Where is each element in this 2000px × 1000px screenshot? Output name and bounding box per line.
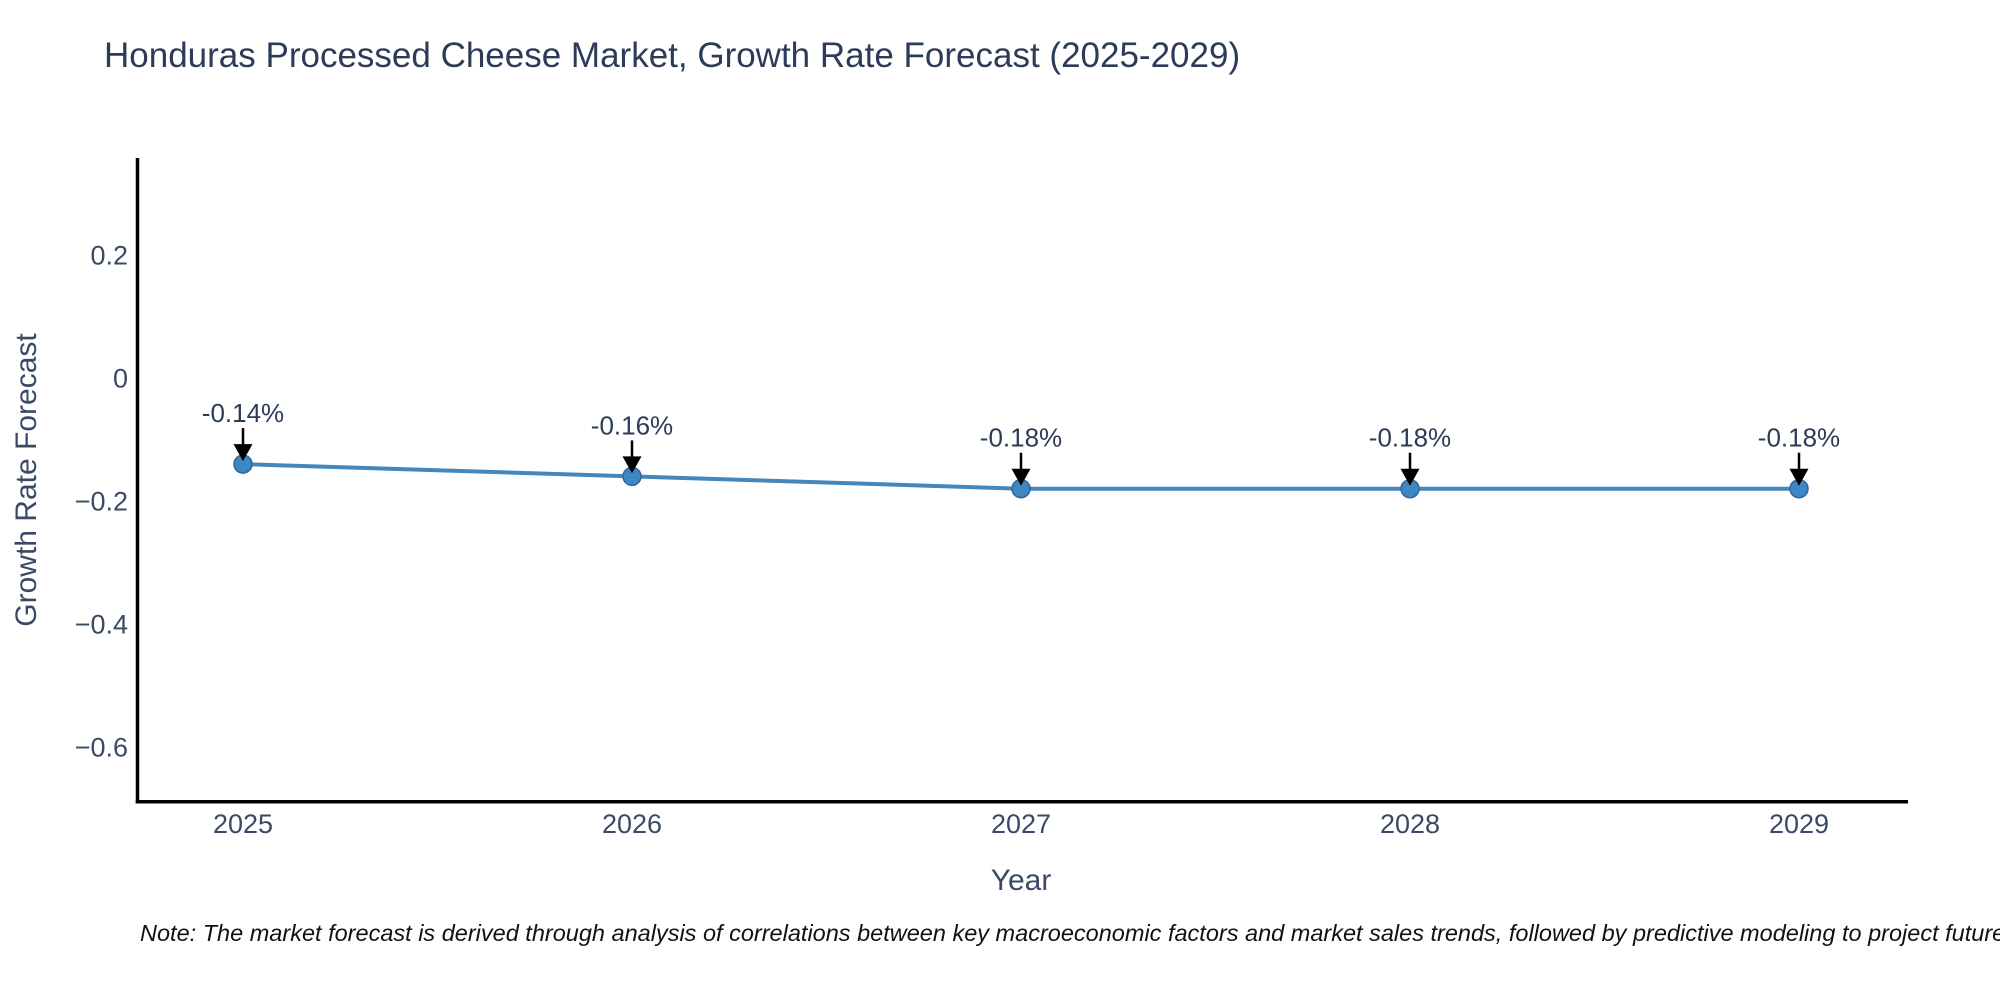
point-value-label: -0.18% — [980, 423, 1062, 453]
y-tick-label: −0.4 — [75, 610, 128, 640]
x-tick-label: 2025 — [213, 809, 273, 839]
chart-title: Honduras Processed Cheese Market, Growth… — [104, 36, 1241, 75]
point-value-label: -0.16% — [591, 410, 673, 440]
y-tick-label: −0.6 — [75, 733, 128, 763]
x-tick-label: 2026 — [602, 809, 662, 839]
annotation-arrow-head-icon — [622, 456, 642, 474]
y-tick-label: 0.2 — [90, 241, 128, 271]
annotation-arrow-head-icon — [1011, 468, 1031, 486]
annotation-arrow-head-icon — [1400, 468, 1420, 486]
x-axis-title: Year — [991, 864, 1052, 897]
y-tick-label: 0 — [113, 364, 128, 394]
y-tick-label: −0.2 — [75, 487, 128, 517]
annotation-arrow-head-icon — [233, 444, 253, 462]
annotation-arrow-head-icon — [1789, 468, 1809, 486]
point-value-label: -0.18% — [1369, 423, 1451, 453]
y-axis-title: Growth Rate Forecast — [10, 333, 43, 627]
x-tick-label: 2027 — [991, 809, 1051, 839]
x-tick-label: 2029 — [1769, 809, 1829, 839]
methodology-note: Note: The market forecast is derived thr… — [140, 920, 2000, 946]
x-tick-label: 2028 — [1380, 809, 1440, 839]
point-value-label: -0.18% — [1758, 423, 1840, 453]
point-value-label: -0.14% — [202, 398, 284, 428]
